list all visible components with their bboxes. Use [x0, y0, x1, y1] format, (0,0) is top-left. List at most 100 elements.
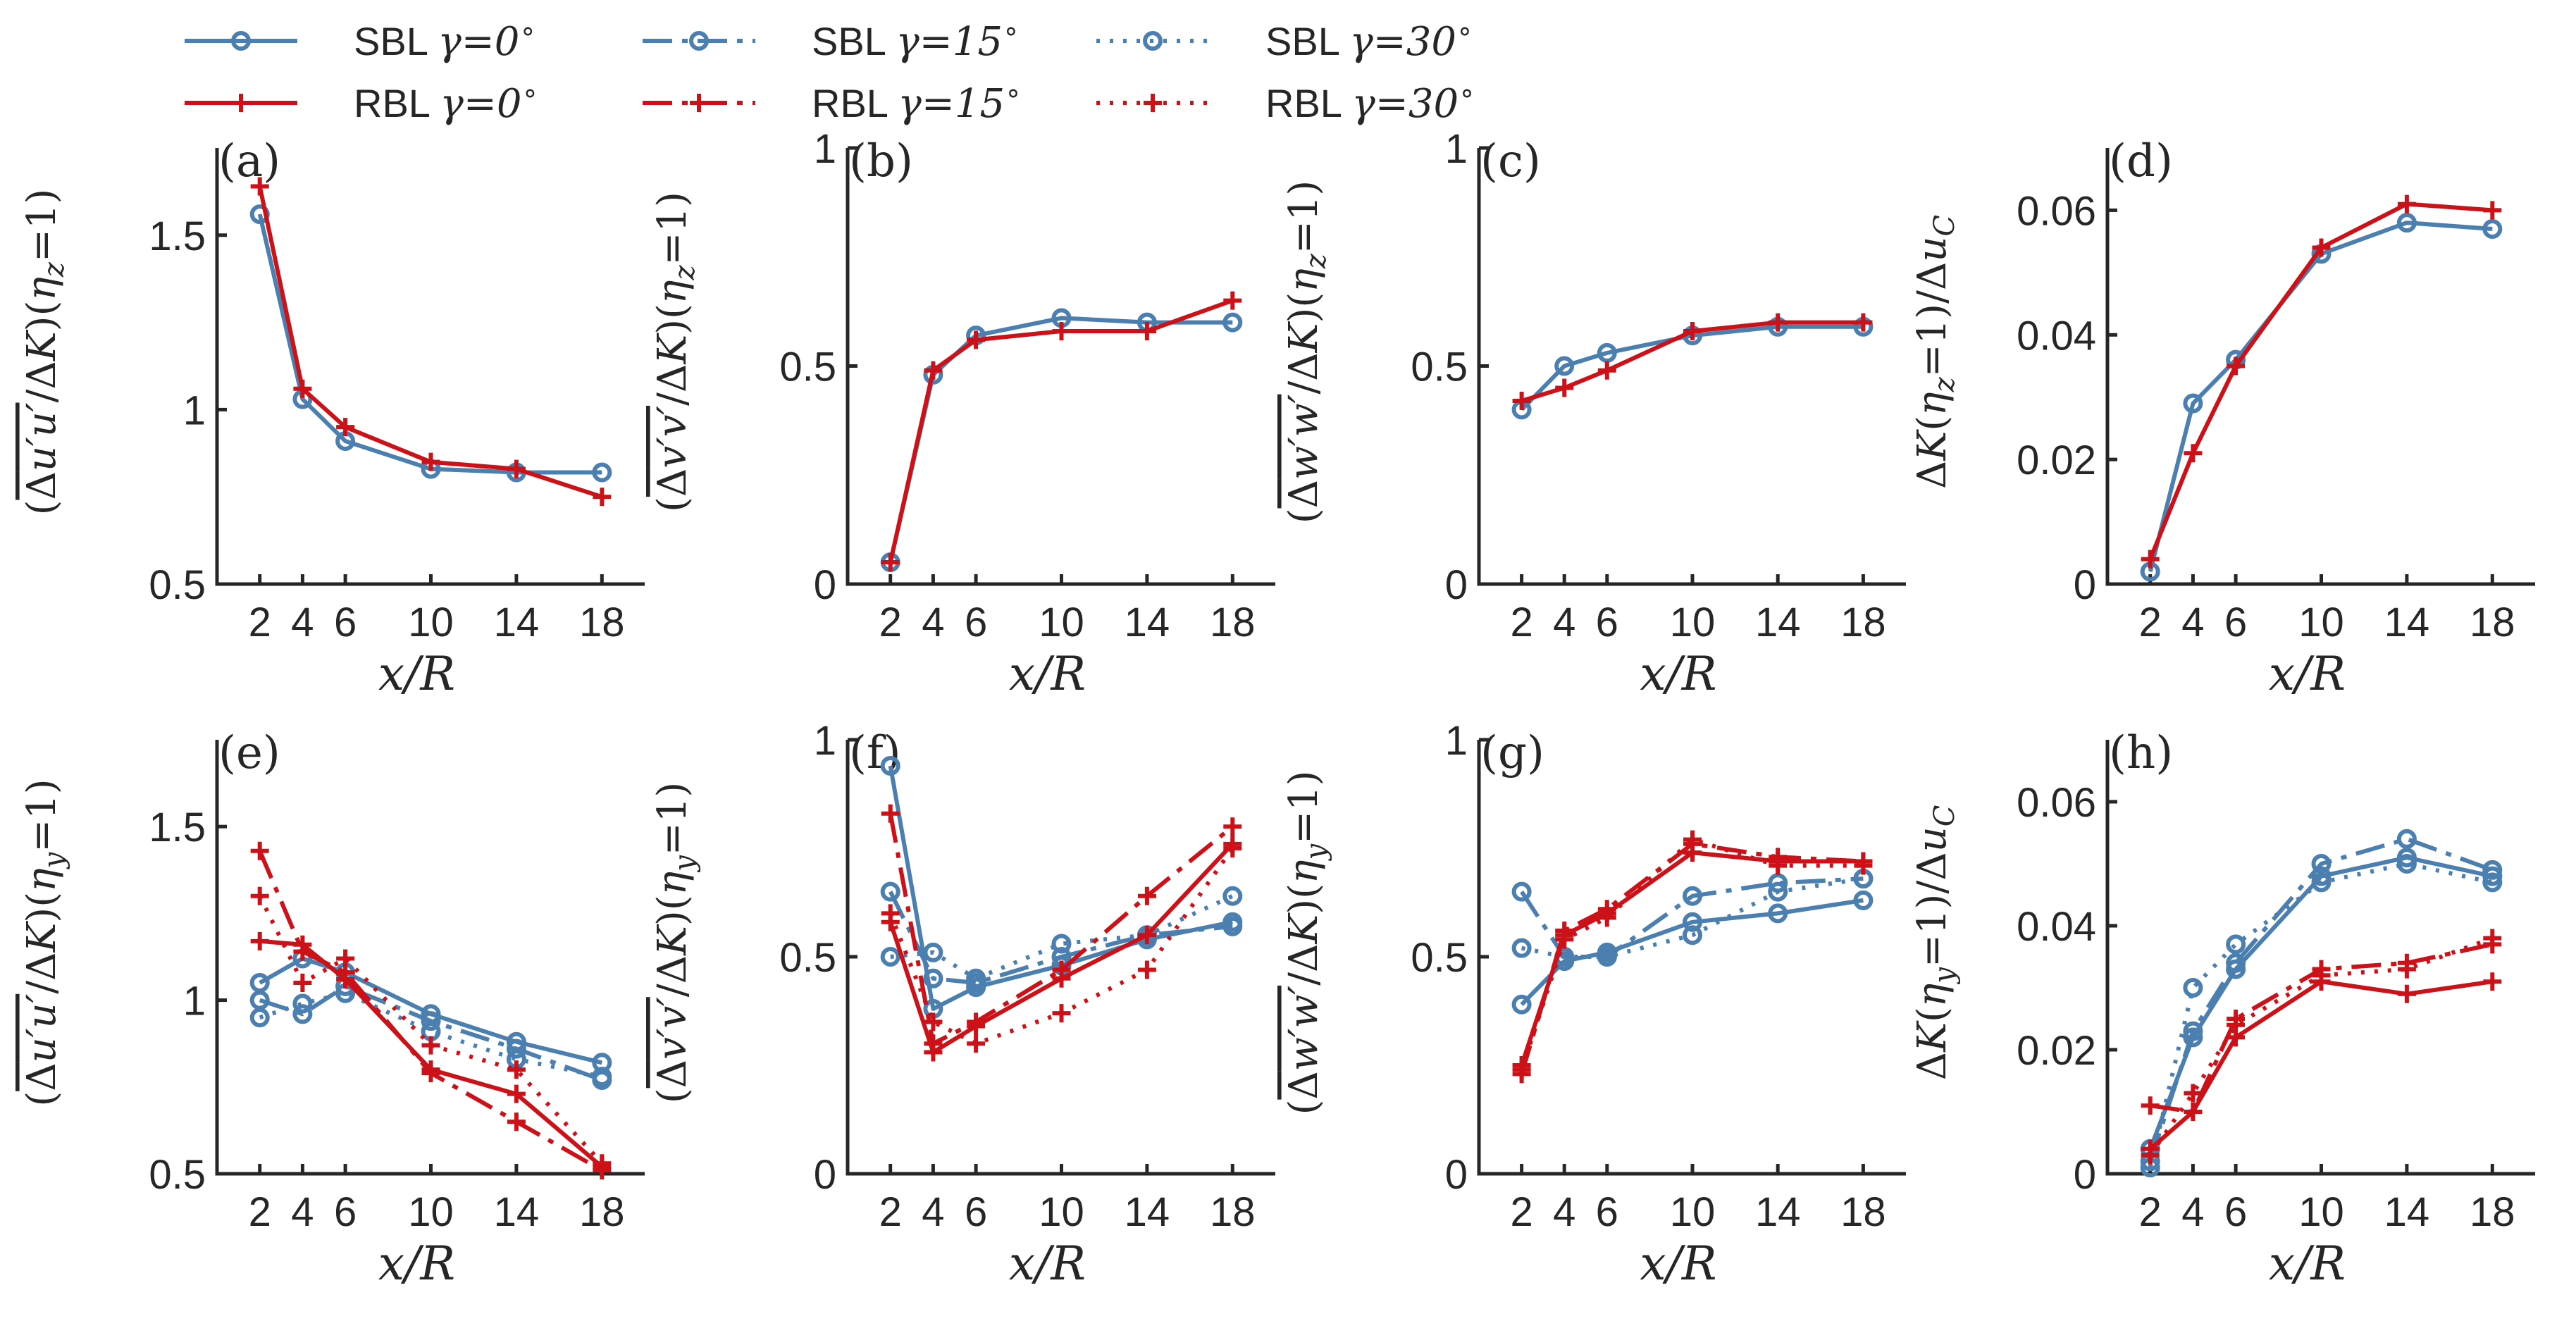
y-tick-label: 0.02 [2017, 1028, 2096, 1074]
data-point-rbl0 [593, 488, 612, 507]
x-tick-label: 4 [922, 600, 944, 645]
data-point-rbl30 [336, 949, 355, 968]
data-point-rbl15 [967, 1012, 986, 1031]
data-point-rbl15 [2141, 1096, 2160, 1115]
y-tick-label: 0.04 [2017, 904, 2096, 950]
data-point-rbl30 [250, 886, 269, 905]
x-tick-label: 6 [1596, 1189, 1618, 1235]
ylabel: (Δv′v′/ΔK)(ηy=1) [650, 782, 701, 1103]
panel-label: (d) [2109, 135, 2173, 187]
data-point-rbl30 [2397, 960, 2416, 979]
data-point-sbl15 [506, 1038, 526, 1059]
data-point-rbl30 [1052, 1004, 1071, 1023]
y-tick-label: 0.5 [1411, 345, 1468, 390]
data-point-sbl30 [2226, 934, 2246, 955]
data-point-rbl30 [967, 1034, 986, 1053]
axes [846, 148, 1275, 586]
series-line-rbl0 [257, 185, 603, 500]
x-tick-label: 4 [1553, 1189, 1575, 1235]
x-tick-label: 14 [1755, 1189, 1801, 1235]
y-tick-label: 0.5 [149, 1152, 206, 1198]
data-point-rbl0 [1052, 321, 1071, 340]
x-tick-label: 4 [1553, 600, 1575, 645]
data-point-rbl0 [293, 379, 312, 398]
data-point-rbl0 [336, 418, 355, 437]
legend-item-rbl30: RBL γ=30∘ [1096, 78, 1475, 127]
series-line-rbl0 [2148, 979, 2493, 1151]
x-tick-label: 14 [1755, 600, 1801, 645]
panel-label: (a) [218, 135, 280, 187]
data-point-rbl30 [2483, 929, 2502, 948]
axes [215, 148, 645, 586]
series-line-sbl0 [1520, 324, 1864, 411]
data-point-sbl30 [880, 947, 900, 967]
panel-d: 0 0.02 0.04 0.06 2 4 6 10 14 18 x/R ΔK(ηz=1)/ΔuC (d) [1909, 135, 2535, 701]
legend-marker-rbl30 [1144, 94, 1162, 112]
data-point-sbl0 [2482, 218, 2503, 239]
data-point-sbl0 [1853, 890, 1874, 910]
legend-marker-sbl30 [1143, 31, 1163, 51]
series-line-sbl0 [1520, 898, 1864, 1006]
data-point-rbl30 [1769, 856, 1788, 875]
data-point-sbl15 [2482, 860, 2503, 880]
data-point-sbl0 [1511, 994, 1532, 1015]
x-tick-label: 14 [2384, 1189, 2430, 1235]
data-point-sbl30 [592, 1067, 612, 1087]
x-tick-label: 2 [879, 600, 902, 645]
data-point-sbl15 [1222, 916, 1243, 936]
data-point-sbl30 [1597, 947, 1617, 967]
y-tick-label: 1.5 [149, 805, 206, 850]
panel-c: 0 0.5 1 2 4 6 10 14 18 x/R (Δw′w′/ΔK)(ηz=1) (c) [1281, 126, 1906, 701]
y-tick-label: 1 [1445, 126, 1468, 172]
data-point-rbl30 [924, 1012, 943, 1031]
data-point-rbl0 [1137, 926, 1156, 945]
data-point-sbl30 [249, 1008, 270, 1028]
legend-label-sbl30: SBL γ=30∘ [1265, 16, 1473, 65]
ylabel: ΔK(ηz=1)/ΔuC [1909, 215, 1961, 489]
series-line-sbl30 [1521, 876, 1864, 959]
data-point-rbl0 [507, 459, 526, 478]
x-tick-label: 10 [1670, 600, 1716, 645]
data-point-sbl15 [2226, 953, 2246, 973]
x-tick-label: 14 [494, 1189, 540, 1235]
series-line-rbl0 [1521, 320, 1864, 403]
data-point-rbl15 [881, 804, 900, 823]
y-tick-label: 0.5 [779, 345, 836, 390]
y-tick-label: 1 [183, 979, 206, 1024]
data-point-rbl0 [1683, 321, 1702, 340]
data-point-rbl0 [2397, 194, 2416, 213]
series-line-sbl0 [2148, 221, 2493, 573]
ylabel: (Δw′w′/ΔK)(ηz=1) [1281, 180, 1332, 524]
series-rbl0 [881, 291, 1242, 572]
data-point-sbl15 [292, 1004, 313, 1024]
x-tick-label: 6 [2224, 1189, 2247, 1235]
series-line-sbl0 [888, 316, 1233, 563]
x-tick-label: 10 [2298, 600, 2344, 645]
data-point-sbl0 [1597, 342, 1617, 363]
x-tick-label: 10 [1039, 600, 1084, 645]
ylabel: ΔK(ηy=1)/ΔuC [1909, 805, 1961, 1081]
data-point-sbl0 [2482, 866, 2503, 886]
data-point-rbl0 [507, 1084, 526, 1103]
series-sbl30 [1511, 869, 1874, 967]
series-line-rbl30 [1519, 837, 1864, 1071]
data-point-rbl0 [1137, 321, 1156, 340]
series-line-rbl0 [888, 298, 1234, 563]
panel-b: 0 0.5 1 2 4 6 10 14 18 x/R (Δv′v′/ΔK)(ηz=1) (b) [650, 126, 1275, 701]
data-point-rbl30 [1223, 839, 1242, 857]
data-point-sbl0 [2226, 959, 2246, 979]
data-point-sbl30 [966, 968, 986, 988]
x-tick-label: 4 [2181, 600, 2204, 645]
series-rbl0 [2141, 972, 2502, 1158]
data-point-sbl30 [292, 993, 313, 1014]
x-tick-label: 4 [291, 600, 314, 645]
data-point-sbl30 [2311, 872, 2332, 893]
x-tick-label: 18 [2470, 600, 2515, 645]
ylabel: (Δu′u′/ΔK)(ηy=1) [19, 779, 70, 1106]
data-point-sbl15 [2183, 1021, 2203, 1041]
y-tick-label: 1 [814, 718, 836, 764]
data-point-rbl30 [1555, 930, 1574, 949]
x-tick-label: 6 [334, 1189, 357, 1235]
panel-label: (c) [1480, 135, 1541, 187]
data-point-rbl30 [2312, 966, 2331, 985]
